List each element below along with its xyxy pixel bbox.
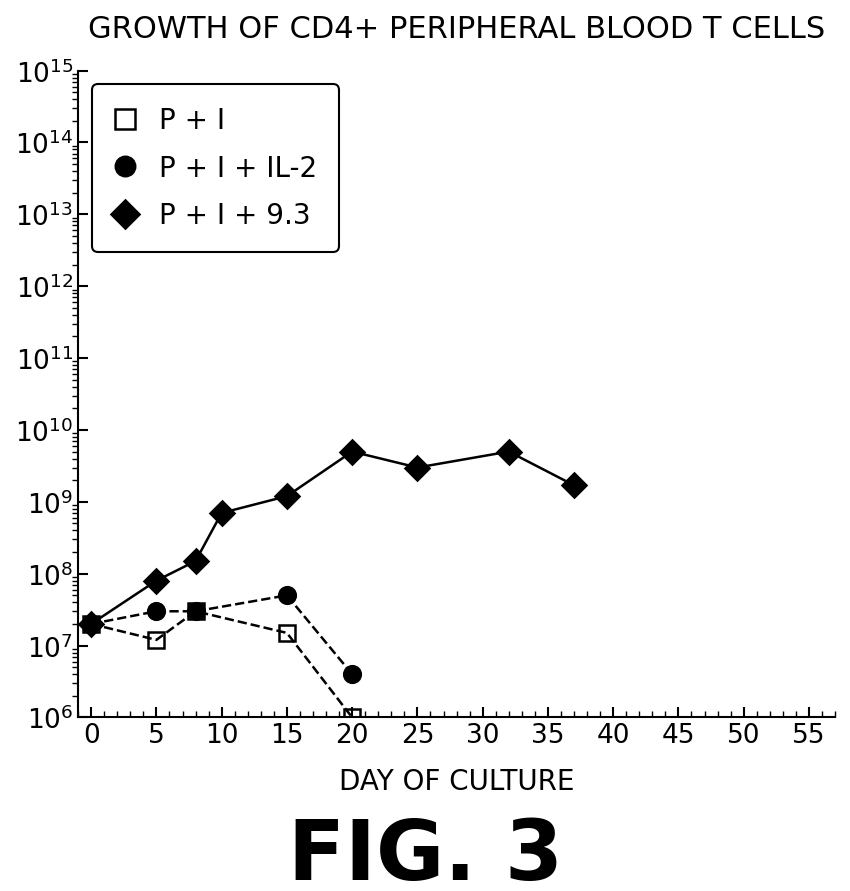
Text: FIG. 3: FIG. 3	[287, 815, 563, 891]
Title: GROWTH OF CD4+ PERIPHERAL BLOOD T CELLS: GROWTH OF CD4+ PERIPHERAL BLOOD T CELLS	[88, 15, 825, 44]
Legend: P + I, P + I + IL-2, P + I + 9.3: P + I, P + I + IL-2, P + I + 9.3	[92, 86, 339, 252]
X-axis label: DAY OF CULTURE: DAY OF CULTURE	[339, 768, 575, 796]
